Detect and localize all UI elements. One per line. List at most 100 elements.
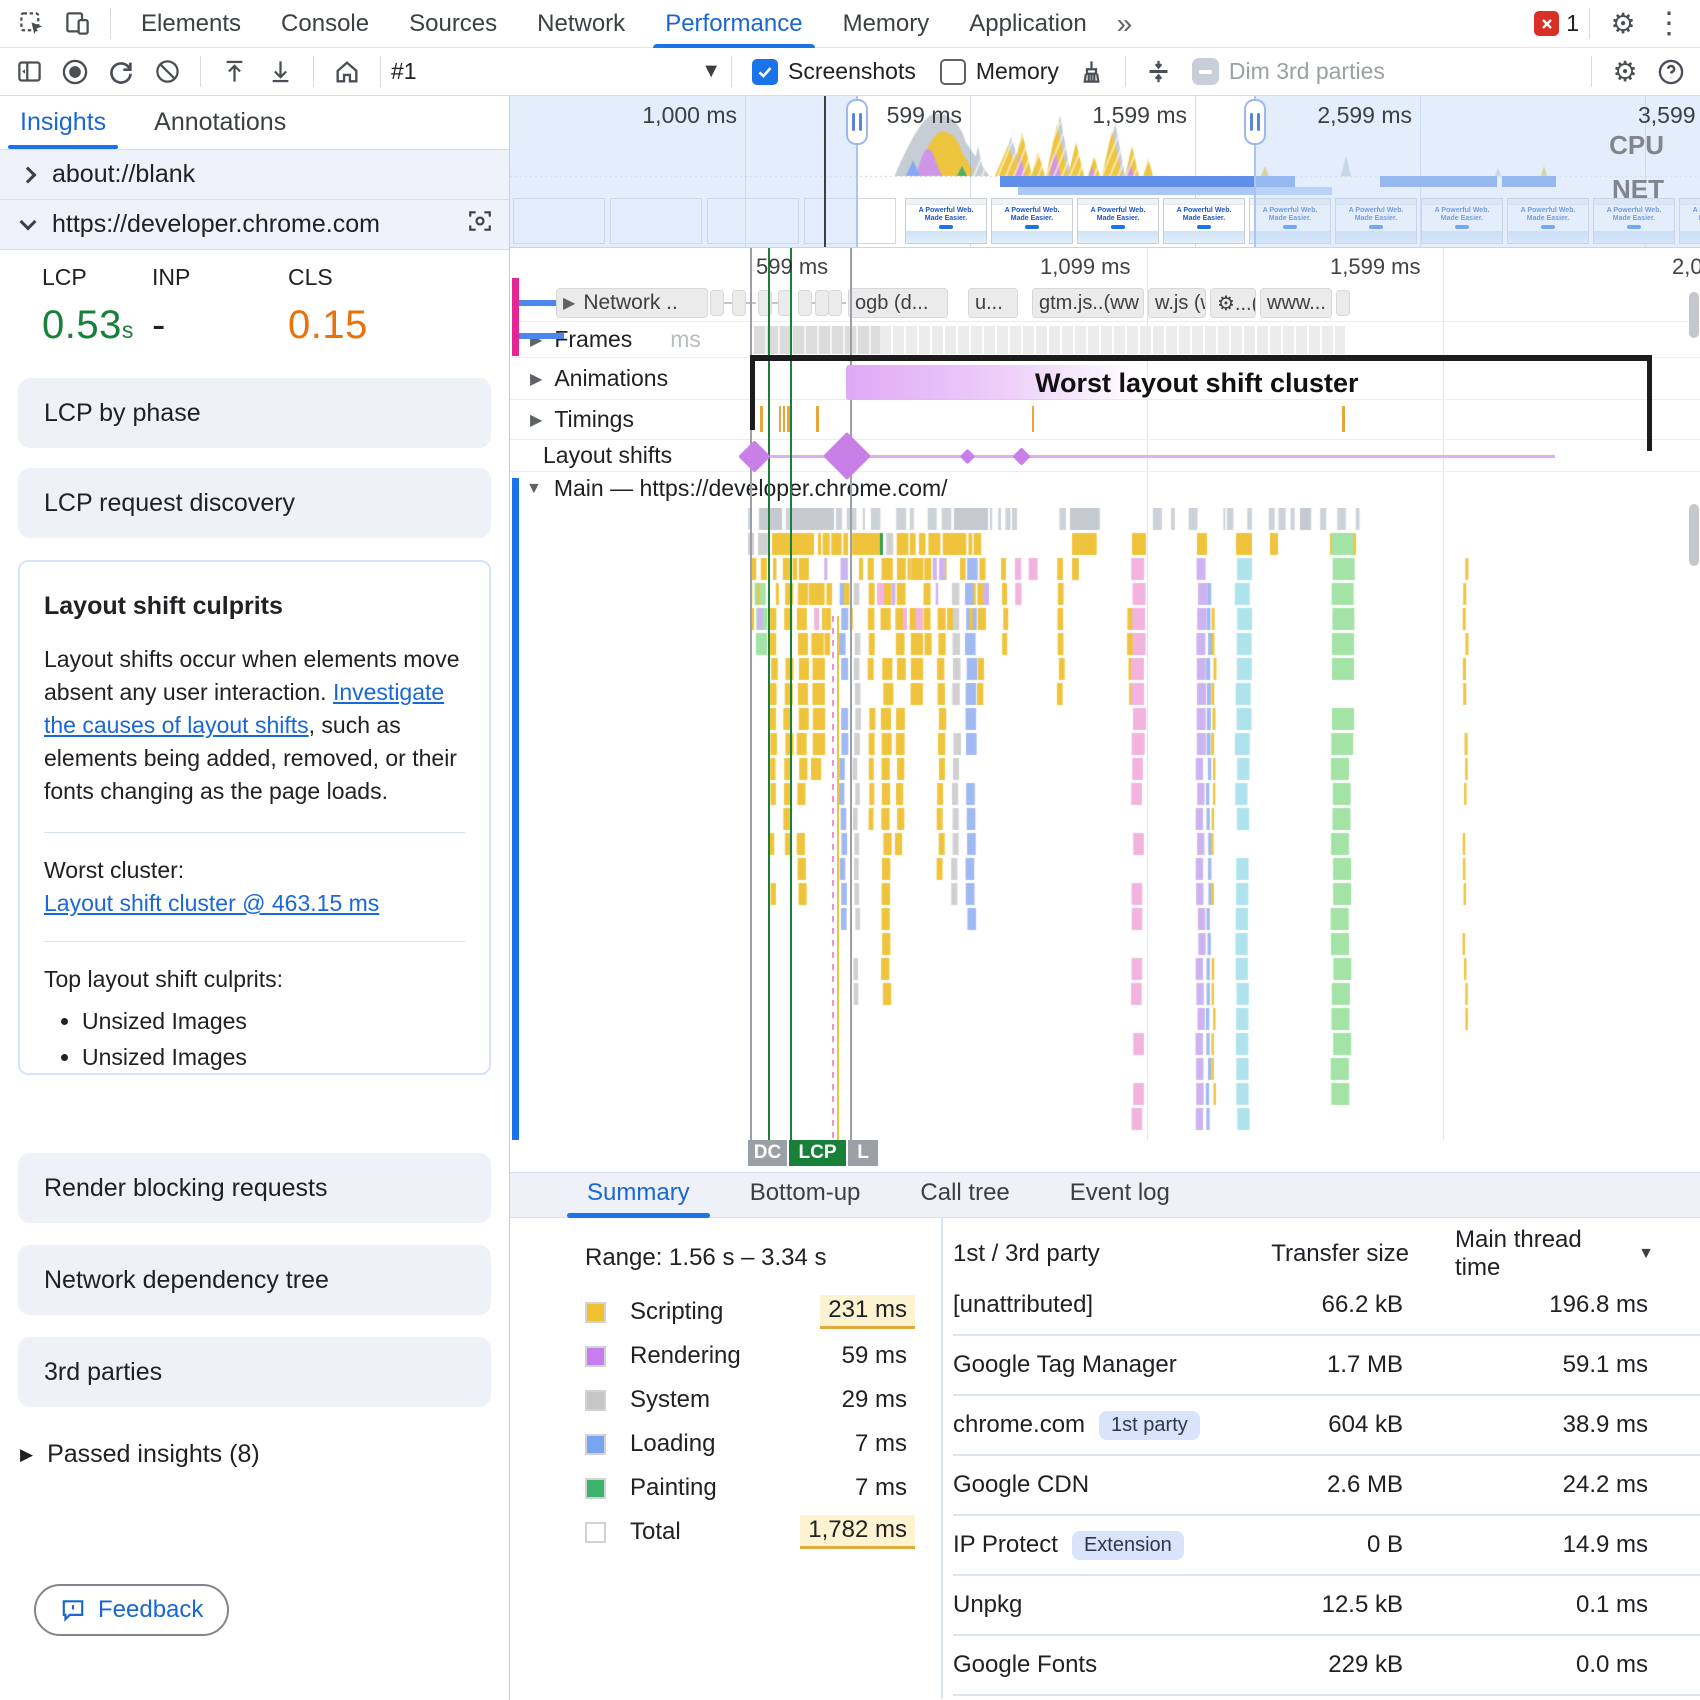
right-range-handle[interactable]: [1244, 99, 1266, 145]
chevron-down-icon[interactable]: [19, 213, 37, 230]
chevron-right-icon[interactable]: [19, 166, 37, 183]
collapse-flame-icon[interactable]: [1136, 49, 1182, 95]
kebab-menu-icon[interactable]: ⋮: [1654, 7, 1684, 40]
insight-card[interactable]: LCP request discovery: [18, 468, 491, 538]
main-thread-time-cell: 59.1 ms: [1455, 1336, 1700, 1396]
inspect-element-icon[interactable]: [8, 1, 54, 47]
timeline-minimap[interactable]: CPU NET 1,000 ms 599 ms 1,599 ms 2,599 ms 3,…: [510, 96, 1700, 248]
memory-checkbox[interactable]: Memory: [939, 58, 1059, 85]
legend-row: Rendering 59 ms: [585, 1334, 941, 1378]
error-badge[interactable]: 1: [1534, 10, 1579, 37]
minimap-time-label: 1,599 ms: [1092, 102, 1187, 128]
frames-bar: [880, 326, 1345, 354]
column-header-main-thread-time[interactable]: Main thread time ▼: [1455, 1226, 1654, 1281]
filmstrip-screenshot[interactable]: A Powerful Web.Made Easier.: [991, 198, 1073, 244]
main-thread-track-header[interactable]: ▼ Main — https://developer.chrome.com/: [510, 472, 1700, 505]
insight-card[interactable]: Network dependency tree: [18, 1245, 491, 1315]
main-flame-chart[interactable]: [510, 508, 1700, 1140]
network-request-chip[interactable]: u...: [968, 288, 1018, 318]
column-header-transfer-size[interactable]: Transfer size: [1271, 1240, 1409, 1267]
filmstrip-screenshot[interactable]: A Powerful Web.Made Easier.: [1077, 198, 1159, 244]
party-cell[interactable]: Unpkg: [953, 1576, 1205, 1636]
marker-lcp[interactable]: LCP: [789, 1140, 846, 1166]
party-cell[interactable]: chrome.com 1st party: [953, 1396, 1205, 1456]
party-cell[interactable]: Google Tag Manager: [953, 1336, 1205, 1396]
timings-track[interactable]: ▶ Timings: [510, 400, 1700, 440]
filmstrip-screenshot[interactable]: A Powerful Web.Made Easier.: [905, 198, 987, 244]
expander-icon[interactable]: ▶: [530, 411, 543, 429]
left-range-handle[interactable]: [846, 99, 868, 145]
sidebar-tab-annotations[interactable]: Annotations: [154, 108, 287, 136]
network-request-chip[interactable]: www...: [1260, 288, 1332, 318]
filmstrip-screenshot[interactable]: A Powerful Web.Made Easier.: [1163, 198, 1245, 244]
network-track[interactable]: [510, 285, 1700, 322]
marker-l[interactable]: L: [848, 1140, 878, 1166]
tab-elements[interactable]: Elements: [141, 9, 242, 37]
bottom-tab-summary[interactable]: Summary: [565, 1171, 712, 1218]
help-icon[interactable]: [1648, 49, 1694, 95]
gc-brush-icon[interactable]: [1069, 49, 1115, 95]
bottom-tabs: Summary Bottom-up Call tree Event log: [510, 1172, 1700, 1218]
bottom-tab-event-log[interactable]: Event log: [1069, 1179, 1170, 1206]
bottom-tab-bottom-up[interactable]: Bottom-up: [749, 1179, 861, 1206]
network-request-chip[interactable]: [732, 290, 746, 316]
bottom-tab-call-tree[interactable]: Call tree: [920, 1179, 1010, 1206]
minimap-gridline: [970, 96, 971, 247]
column-header-party[interactable]: 1st / 3rd party: [953, 1240, 1100, 1267]
capture-screenshot-icon[interactable]: [467, 208, 493, 241]
marker-dc[interactable]: DC: [748, 1140, 787, 1166]
tab-network[interactable]: Network: [537, 9, 626, 37]
expander-icon[interactable]: ▶: [530, 370, 543, 388]
worst-cluster-link[interactable]: Layout shift cluster @ 463.15 ms: [44, 890, 380, 916]
record-icon[interactable]: [52, 49, 98, 95]
party-cell[interactable]: Google Fonts: [953, 1636, 1205, 1696]
party-cell[interactable]: IP Protect Extension: [953, 1516, 1205, 1576]
network-request-chip[interactable]: w.js (w.: [1148, 288, 1206, 318]
screenshots-checkbox[interactable]: Screenshots: [752, 58, 916, 85]
history-select[interactable]: #1 ▼: [391, 58, 721, 85]
layout-shifts-track[interactable]: Layout shifts: [510, 440, 1700, 472]
party-cell[interactable]: [unattributed]: [953, 1276, 1205, 1336]
device-toolbar-icon[interactable]: [54, 1, 100, 47]
frame-row[interactable]: about://blank: [0, 150, 509, 200]
passed-insights-row[interactable]: ▶ Passed insights (8): [20, 1440, 509, 1469]
home-icon[interactable]: [324, 49, 370, 95]
sidebar-tab-insights[interactable]: Insights: [7, 98, 119, 149]
insight-card[interactable]: LCP by phase: [18, 378, 491, 448]
dim-3rd-parties-toggle[interactable]: Dim 3rd parties: [1191, 58, 1385, 85]
more-tabs-icon[interactable]: »: [1116, 7, 1133, 39]
feedback-button[interactable]: Feedback: [34, 1584, 230, 1636]
tab-application[interactable]: Application: [969, 9, 1087, 37]
reload-record-icon[interactable]: [98, 49, 144, 95]
scrollbar-thumb[interactable]: [1689, 504, 1699, 566]
capture-settings-gear-icon[interactable]: ⚙: [1612, 56, 1638, 87]
tab-sources[interactable]: Sources: [409, 9, 498, 37]
clear-icon[interactable]: [144, 49, 190, 95]
tab-performance[interactable]: Performance: [645, 0, 822, 48]
scrollbar-thumb[interactable]: [1689, 292, 1699, 338]
network-request-chip[interactable]: [828, 290, 842, 316]
network-request-chip[interactable]: [710, 290, 724, 316]
network-request-chip[interactable]: [815, 290, 829, 316]
network-track-chip[interactable]: ▶ Network ..: [556, 288, 708, 318]
party-cell[interactable]: Google CDN: [953, 1456, 1205, 1516]
layout-shift-culprits-card[interactable]: Layout shift culprits Layout shifts occu…: [18, 560, 491, 1075]
settings-gear-icon[interactable]: ⚙: [1610, 8, 1636, 39]
tab-console[interactable]: Console: [281, 9, 370, 37]
insight-card[interactable]: 3rd parties: [18, 1337, 491, 1407]
investigate-link[interactable]: Investigate the causes of layout shifts: [44, 679, 445, 738]
toggle-sidebar-icon[interactable]: [6, 49, 52, 95]
upload-profile-icon[interactable]: [211, 49, 257, 95]
network-request-chip[interactable]: [1336, 290, 1350, 316]
network-request-chip[interactable]: gtm.js..(ww: [1032, 288, 1144, 318]
network-request-chip[interactable]: [798, 290, 812, 316]
expander-icon[interactable]: ▼: [526, 479, 542, 497]
network-request-chip[interactable]: ⚙...(w: [1210, 288, 1256, 318]
download-profile-icon[interactable]: [257, 49, 303, 95]
layout-shift-cluster-band: [846, 365, 1141, 400]
frame-row[interactable]: https://developer.chrome.com: [0, 200, 509, 250]
frames-track[interactable]: ▶ Frames ms: [510, 322, 1700, 358]
tab-memory[interactable]: Memory: [842, 9, 930, 37]
network-request-chip[interactable]: ogb (d...: [848, 288, 948, 318]
insight-card[interactable]: Render blocking requests: [18, 1153, 491, 1223]
